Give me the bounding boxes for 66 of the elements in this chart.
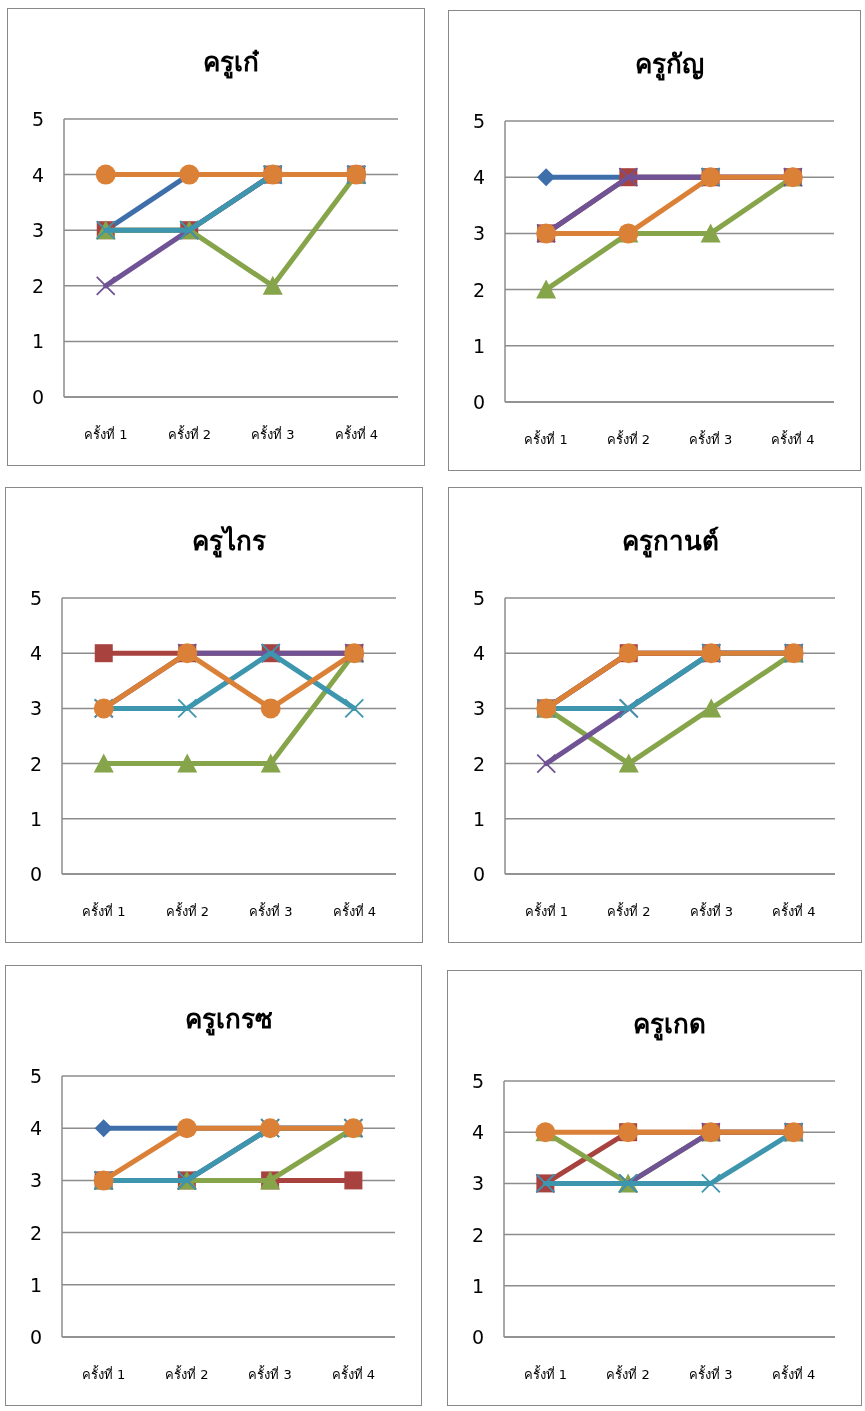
chart-title: ครูไกร xyxy=(192,525,266,558)
y-tick-label: 5 xyxy=(29,587,43,609)
y-tick-label: 1 xyxy=(472,334,486,357)
y-tick-label: 2 xyxy=(471,1223,485,1246)
x-tick-label: ครั้งที่ 4 xyxy=(332,902,376,919)
y-tick-label: 5 xyxy=(471,1070,485,1092)
y-tick-label: 1 xyxy=(31,330,45,353)
y-tick-label: 4 xyxy=(471,1121,485,1144)
y-tick-label: 3 xyxy=(472,697,486,720)
x-tick-label: ครั้งที่ 1 xyxy=(82,902,126,919)
x-tick-label: ครั้งที่ 2 xyxy=(165,902,209,919)
chart-title: ครูเกด xyxy=(633,1009,706,1041)
x-tick-label: ครั้งที่ 3 xyxy=(689,902,733,919)
y-tick-label: 0 xyxy=(472,863,486,885)
x-tick-label: ครั้งที่ 1 xyxy=(524,902,568,919)
y-tick-label: 2 xyxy=(31,274,45,297)
x-tick-label: ครั้งที่ 4 xyxy=(331,1365,376,1382)
x-tick-label: ครั้งที่ 2 xyxy=(165,1365,209,1382)
y-tick-label: 4 xyxy=(472,642,486,665)
x-tick-label: ครั้งที่ 4 xyxy=(771,430,815,447)
y-tick-label: 5 xyxy=(31,108,45,130)
y-tick-label: 3 xyxy=(29,697,43,720)
y-tick-label: 2 xyxy=(472,278,486,301)
x-tick-label: ครั้งที่ 1 xyxy=(84,425,128,442)
chart-title: ครูเกรซ xyxy=(184,1004,273,1036)
y-tick-label: 4 xyxy=(29,1117,43,1140)
x-tick-label: ครั้งที่ 1 xyxy=(524,430,568,447)
x-tick-label: ครั้งที่ 2 xyxy=(606,430,651,447)
y-tick-label: 3 xyxy=(471,1172,485,1195)
x-tick-label: ครั้งที่ 2 xyxy=(607,902,651,919)
x-tick-label: ครั้งที่ 3 xyxy=(251,425,295,442)
x-tick-label: ครั้งที่ 3 xyxy=(249,902,293,919)
x-tick-label: ครั้งที่ 2 xyxy=(606,1365,650,1382)
x-tick-label: ครั้งที่ 3 xyxy=(248,1365,292,1382)
y-tick-label: 4 xyxy=(29,642,43,665)
y-tick-label: 2 xyxy=(29,1221,43,1244)
x-tick-label: ครั้งที่ 4 xyxy=(772,902,816,919)
x-tick-label: ครั้งที่ 4 xyxy=(334,425,378,442)
y-tick-label: 5 xyxy=(472,587,486,609)
y-tick-label: 5 xyxy=(472,110,486,132)
y-tick-label: 1 xyxy=(29,807,43,830)
y-tick-label: 4 xyxy=(472,166,486,189)
x-tick-label: ครั้งที่ 4 xyxy=(771,1365,816,1382)
y-tick-label: 2 xyxy=(29,752,43,775)
y-tick-label: 0 xyxy=(31,386,45,408)
x-tick-label: ครั้งที่ 1 xyxy=(523,1365,568,1382)
x-tick-label: ครั้งที่ 3 xyxy=(688,430,733,447)
y-tick-label: 5 xyxy=(29,1065,43,1087)
y-tick-label: 2 xyxy=(472,752,486,775)
y-tick-label: 0 xyxy=(471,1326,485,1348)
x-tick-label: ครั้งที่ 3 xyxy=(689,1365,733,1382)
y-tick-label: 1 xyxy=(472,807,486,830)
chart-title: ครูกานต์ xyxy=(621,526,719,558)
y-tick-label: 0 xyxy=(29,863,43,885)
y-tick-label: 3 xyxy=(472,222,486,245)
y-tick-label: 1 xyxy=(29,1273,43,1296)
y-tick-label: 1 xyxy=(471,1274,485,1297)
x-tick-label: ครั้งที่ 2 xyxy=(167,425,211,442)
y-tick-label: 4 xyxy=(31,163,45,186)
x-tick-label: ครั้งที่ 1 xyxy=(81,1365,126,1382)
chart-title: ครูเก๋ xyxy=(203,47,259,79)
y-tick-label: 0 xyxy=(29,1326,43,1348)
y-tick-label: 3 xyxy=(29,1169,43,1192)
y-tick-label: 3 xyxy=(31,219,45,242)
chart-title: ครูกัญ xyxy=(635,49,704,81)
y-tick-label: 0 xyxy=(472,391,486,413)
